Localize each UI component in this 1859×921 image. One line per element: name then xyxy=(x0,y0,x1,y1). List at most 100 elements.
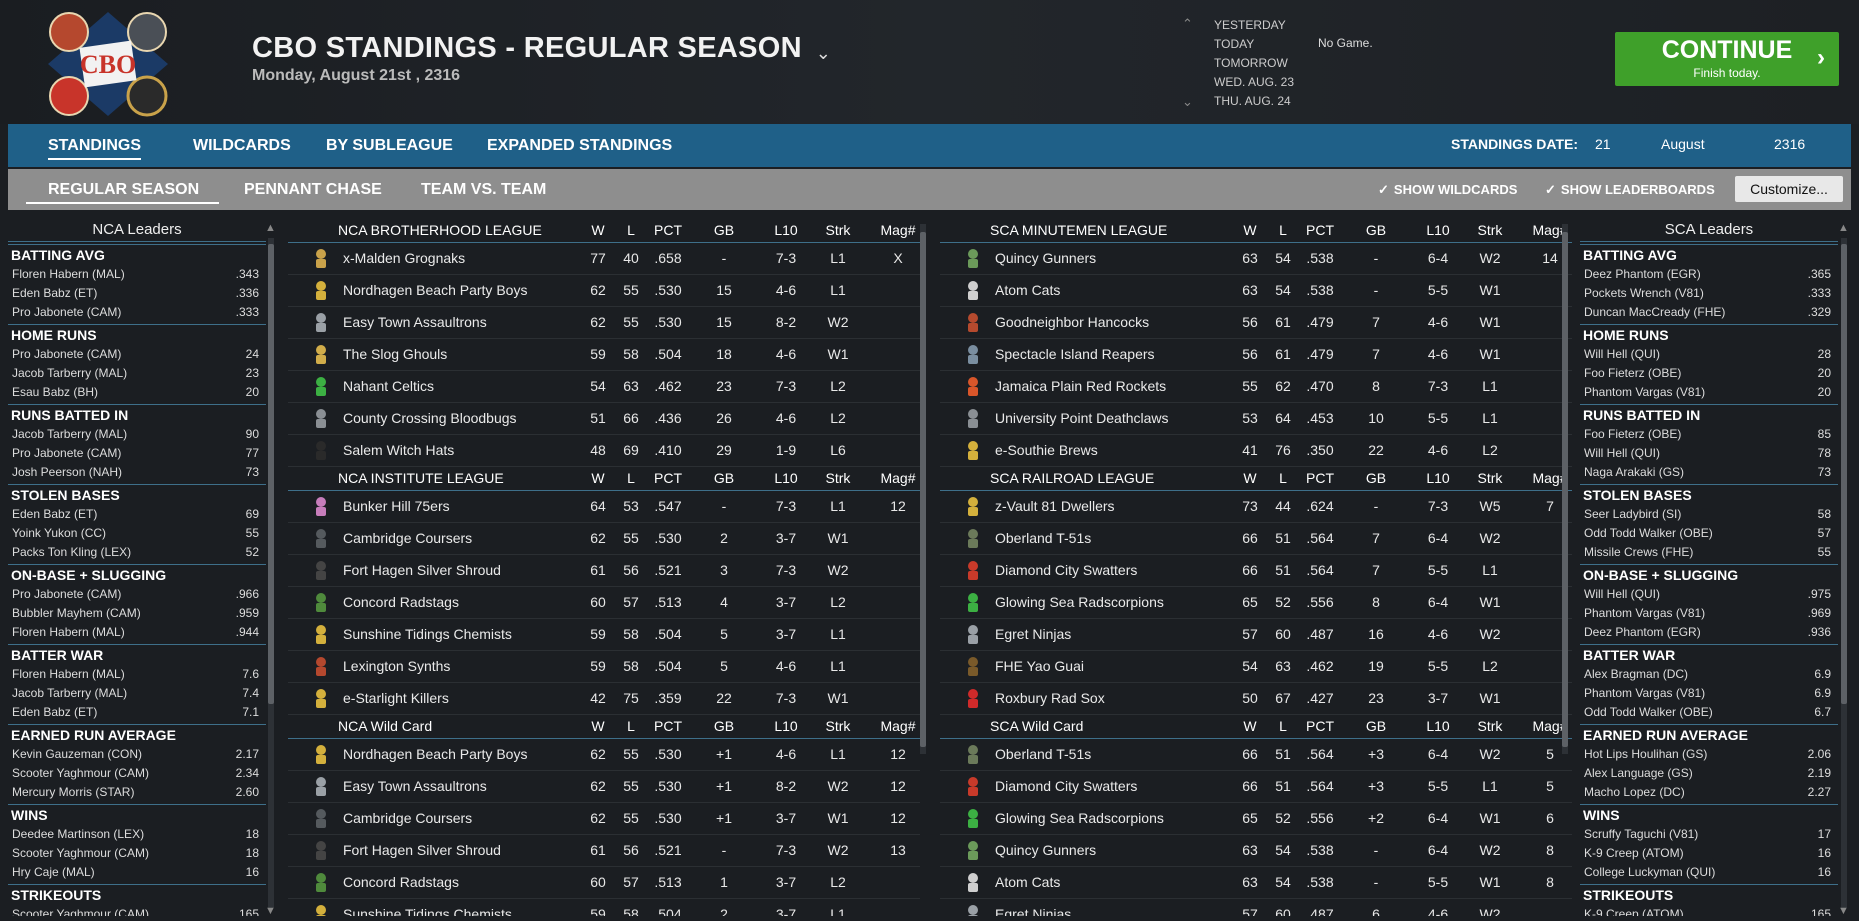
leader-row[interactable]: Pro Jabonete (CAM) .333 xyxy=(8,303,266,322)
team-name[interactable]: Diamond City Swatters xyxy=(995,778,1138,794)
leader-row[interactable]: Pockets Wrench (V81) .333 xyxy=(1580,284,1838,303)
leader-row[interactable]: Seer Ladybird (SI) 58 xyxy=(1580,505,1838,524)
column-header-mag[interactable]: Mag# xyxy=(880,718,916,734)
team-name[interactable]: Cambridge Coursers xyxy=(343,530,473,546)
standings-row[interactable]: Diamond City Swatters 66 51 .564 +3 5-5 L1 5 xyxy=(940,771,1572,803)
leader-row[interactable]: Phantom Vargas (V81) 6.9 xyxy=(1580,684,1838,703)
team-name[interactable]: Nordhagen Beach Party Boys xyxy=(343,746,528,762)
leader-row[interactable]: Kevin Gauzeman (CON) 2.17 xyxy=(8,745,266,764)
team-name[interactable]: Glowing Sea Radscorpions xyxy=(995,594,1164,610)
team-name[interactable]: Cambridge Coursers xyxy=(343,810,473,826)
leader-row[interactable]: Pro Jabonete (CAM) 77 xyxy=(8,444,266,463)
leader-row[interactable]: Packs Ton Kling (LEX) 52 xyxy=(8,543,266,562)
standings-row[interactable]: Cambridge Coursers 62 55 .530 +1 3-7 W1 12 xyxy=(288,803,920,835)
standings-row[interactable]: Diamond City Swatters 66 51 .564 7 5-5 L1 xyxy=(940,555,1572,587)
leader-row[interactable]: Scruffy Taguchi (V81) 17 xyxy=(1580,825,1838,844)
standings-row[interactable]: Glowing Sea Radscorpions 65 52 .556 +2 6-4 W1 6 xyxy=(940,803,1572,835)
standings-row[interactable]: Quincy Gunners 63 54 .538 - 6-4 W2 14 xyxy=(940,243,1572,275)
standings-row[interactable]: Egret Ninjas 57 60 .487 6 4-6 W2 xyxy=(940,899,1572,916)
leader-row[interactable]: Will Hell (QUI) .975 xyxy=(1580,585,1838,604)
team-name[interactable]: Oberland T-51s xyxy=(995,530,1092,546)
leader-row[interactable]: Floren Habern (MAL) .343 xyxy=(8,265,266,284)
column-header-l10[interactable]: L10 xyxy=(1426,470,1450,486)
column-header-pct[interactable]: PCT xyxy=(1306,222,1334,238)
column-header-l10[interactable]: L10 xyxy=(774,470,798,486)
standings-row[interactable]: e-Starlight Killers 42 75 .359 22 7-3 W1 xyxy=(288,683,920,715)
team-name[interactable]: Easy Town Assaultrons xyxy=(343,778,487,794)
standings-row[interactable]: Nahant Celtics 54 63 .462 23 7-3 L2 xyxy=(288,371,920,403)
column-header-strk[interactable]: Strk xyxy=(1477,718,1503,734)
team-name[interactable]: x-Malden Grognaks xyxy=(343,250,466,266)
column-header-strk[interactable]: Strk xyxy=(825,470,851,486)
chevron-down-icon[interactable]: ⌄ xyxy=(1182,94,1193,109)
sca-leaders-scrollbar[interactable] xyxy=(1841,238,1847,908)
column-header-l10[interactable]: L10 xyxy=(1426,222,1450,238)
leader-row[interactable]: Jacob Tarberry (MAL) 90 xyxy=(8,425,266,444)
leader-row[interactable]: Will Hell (QUI) 78 xyxy=(1580,444,1838,463)
team-name[interactable]: Egret Ninjas xyxy=(995,626,1072,642)
chevron-down-icon[interactable]: ⌄ xyxy=(815,42,831,63)
leader-row[interactable]: Phantom Vargas (V81) 20 xyxy=(1580,383,1838,402)
scrollbar-thumb[interactable] xyxy=(1562,232,1568,747)
leader-row[interactable]: Deez Phantom (EGR) .365 xyxy=(1580,265,1838,284)
leader-row[interactable]: Eden Babz (ET) .336 xyxy=(8,284,266,303)
leader-row[interactable]: Odd Todd Walker (OBE) 6.7 xyxy=(1580,703,1838,722)
standings-row[interactable]: Fort Hagen Silver Shroud 61 56 .521 3 7-3 W2 xyxy=(288,555,920,587)
team-name[interactable]: Roxbury Rad Sox xyxy=(995,690,1105,706)
scroll-down-icon[interactable]: ▼ xyxy=(265,905,276,917)
column-header-gb[interactable]: GB xyxy=(713,222,735,238)
subtab-regular-season[interactable]: REGULAR SEASON xyxy=(26,181,220,204)
leader-row[interactable]: Jacob Tarberry (MAL) 7.4 xyxy=(8,684,266,703)
scroll-down-icon[interactable]: ▼ xyxy=(1838,905,1849,917)
standings-row[interactable]: Nordhagen Beach Party Boys 62 55 .530 +1 4-6 L… xyxy=(288,739,920,771)
column-header-mag[interactable]: Mag# xyxy=(1532,470,1568,486)
standings-date-day[interactable]: 21 xyxy=(1595,136,1611,152)
standings-row[interactable]: Concord Radstags 60 57 .513 4 3-7 L2 xyxy=(288,587,920,619)
column-header-l[interactable]: L xyxy=(627,470,635,486)
column-header-w[interactable]: W xyxy=(591,470,605,486)
standings-row[interactable]: Atom Cats 63 54 .538 - 5-5 W1 8 xyxy=(940,867,1572,899)
standings-row[interactable]: Fort Hagen Silver Shroud 61 56 .521 - 7-3 W2 13 xyxy=(288,835,920,867)
leader-row[interactable]: Floren Habern (MAL) 7.6 xyxy=(8,665,266,684)
leader-row[interactable]: Macho Lopez (DC) 2.27 xyxy=(1580,783,1838,802)
team-name[interactable]: z-Vault 81 Dwellers xyxy=(995,498,1115,514)
leader-row[interactable]: Alex Bragman (DC) 6.9 xyxy=(1580,665,1838,684)
scroll-up-icon[interactable]: ▲ xyxy=(1838,222,1849,234)
team-name[interactable]: Lexington Synths xyxy=(343,658,451,674)
scroll-up-icon[interactable]: ▲ xyxy=(265,222,276,234)
standings-date-month[interactable]: August xyxy=(1661,136,1705,152)
column-header-strk[interactable]: Strk xyxy=(1477,470,1503,486)
team-name[interactable]: County Crossing Bloodbugs xyxy=(343,410,517,426)
team-name[interactable]: FHE Yao Guai xyxy=(995,658,1084,674)
column-header-mag[interactable]: Mag# xyxy=(1532,222,1568,238)
team-name[interactable]: Jamaica Plain Red Rockets xyxy=(995,378,1167,394)
leader-row[interactable]: Foo Fieterz (OBE) 85 xyxy=(1580,425,1838,444)
column-header-l[interactable]: L xyxy=(1279,470,1287,486)
leader-row[interactable]: K-9 Creep (ATOM) 165 xyxy=(1580,905,1838,916)
leader-row[interactable]: Eden Babz (ET) 69 xyxy=(8,505,266,524)
leader-row[interactable]: Scooter Yaghmour (CAM) 165 xyxy=(8,905,266,916)
leader-row[interactable]: Missile Crews (FHE) 55 xyxy=(1580,543,1838,562)
team-name[interactable]: Nordhagen Beach Party Boys xyxy=(343,282,528,298)
standings-row[interactable]: Egret Ninjas 57 60 .487 16 4-6 W2 xyxy=(940,619,1572,651)
standings-row[interactable]: FHE Yao Guai 54 63 .462 19 5-5 L2 xyxy=(940,651,1572,683)
team-name[interactable]: Diamond City Swatters xyxy=(995,562,1138,578)
team-name[interactable]: Fort Hagen Silver Shroud xyxy=(343,842,501,858)
leader-row[interactable]: Mercury Morris (STAR) 2.60 xyxy=(8,783,266,802)
team-name[interactable]: Easy Town Assaultrons xyxy=(343,314,487,330)
scrollbar-thumb[interactable] xyxy=(920,232,926,747)
column-header-l[interactable]: L xyxy=(1279,222,1287,238)
team-name[interactable]: Spectacle Island Reapers xyxy=(995,346,1155,362)
standings-row[interactable]: Jamaica Plain Red Rockets 55 62 .470 8 7-3 L1 xyxy=(940,371,1572,403)
leader-row[interactable]: Pro Jabonete (CAM) 24 xyxy=(8,345,266,364)
team-name[interactable]: Atom Cats xyxy=(995,282,1061,298)
standings-row[interactable]: Bunker Hill 75ers 64 53 .547 - 7-3 L1 12 xyxy=(288,491,920,523)
standings-row[interactable]: The Slog Ghouls 59 58 .504 18 4-6 W1 xyxy=(288,339,920,371)
column-header-l10[interactable]: L10 xyxy=(1426,718,1450,734)
column-header-strk[interactable]: Strk xyxy=(1477,222,1503,238)
leader-row[interactable]: Will Hell (QUI) 28 xyxy=(1580,345,1838,364)
schedule-day[interactable]: TOMORROW xyxy=(1214,56,1288,70)
standings-row[interactable]: z-Vault 81 Dwellers 73 44 .624 - 7-3 W5 7 xyxy=(940,491,1572,523)
sca-standings-scrollbar[interactable] xyxy=(1562,224,1568,754)
column-header-w[interactable]: W xyxy=(591,718,605,734)
